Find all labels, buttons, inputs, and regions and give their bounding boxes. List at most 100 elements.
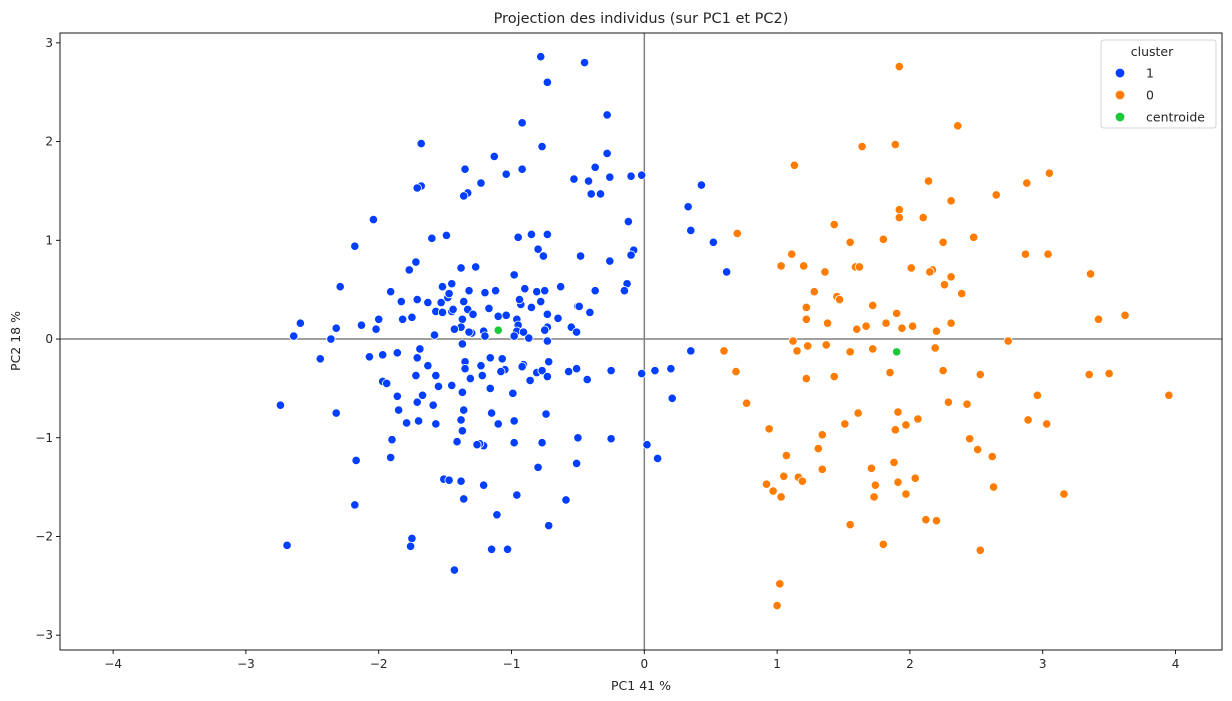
data-point	[776, 261, 786, 271]
data-point	[829, 371, 839, 382]
y-axis-label: PC2 18 %	[8, 311, 23, 371]
legend-title: cluster	[1131, 44, 1174, 59]
legend: cluster 1 0 centroide	[1100, 39, 1217, 129]
data-point	[517, 362, 527, 372]
data-point	[869, 492, 879, 502]
data-point	[719, 346, 729, 356]
data-point	[817, 430, 827, 440]
data-point	[931, 326, 942, 336]
data-point	[275, 400, 286, 410]
data-point	[605, 256, 615, 266]
data-point	[801, 314, 811, 324]
data-point	[392, 391, 402, 401]
data-point	[282, 540, 292, 550]
data-point	[569, 174, 579, 184]
data-point	[536, 296, 546, 307]
data-point	[447, 279, 457, 289]
data-point	[423, 297, 433, 308]
data-point	[574, 301, 584, 312]
data-point	[878, 539, 888, 549]
data-point	[447, 380, 457, 391]
data-point	[938, 237, 948, 247]
data-point	[459, 296, 469, 307]
data-point	[501, 310, 511, 320]
data-point	[988, 482, 999, 492]
data-point	[813, 444, 823, 454]
data-point	[315, 354, 325, 364]
data-point	[1043, 249, 1053, 259]
data-point	[822, 318, 833, 328]
y-tick-label: 2	[45, 135, 53, 149]
data-point	[652, 453, 663, 464]
data-point	[412, 294, 422, 305]
data-point	[602, 148, 612, 159]
data-point	[486, 544, 497, 554]
data-point	[449, 324, 460, 334]
data-point	[378, 350, 388, 360]
data-point	[931, 516, 942, 526]
data-point	[901, 420, 911, 430]
data-point	[683, 202, 693, 212]
data-point	[471, 262, 481, 272]
data-point	[626, 171, 636, 181]
data-point	[404, 265, 414, 275]
data-point	[817, 464, 827, 474]
data-point	[413, 416, 424, 426]
data-point	[606, 434, 616, 444]
data-point	[840, 419, 850, 429]
data-point	[731, 367, 741, 377]
data-point	[371, 324, 381, 334]
data-point	[460, 364, 470, 374]
data-point	[526, 302, 537, 313]
data-point	[889, 457, 899, 468]
data-point	[416, 138, 426, 149]
data-point	[975, 545, 985, 555]
data-point	[930, 343, 940, 353]
data-point	[1164, 390, 1174, 400]
data-point	[497, 354, 507, 364]
data-point	[465, 373, 475, 384]
data-point	[892, 347, 902, 357]
data-point	[537, 141, 547, 152]
data-point	[1022, 178, 1032, 188]
data-point	[431, 370, 441, 381]
data-point	[486, 408, 497, 418]
data-point	[477, 370, 487, 381]
data-point	[364, 352, 375, 362]
data-point	[496, 367, 506, 377]
data-point	[493, 419, 503, 429]
data-point	[501, 169, 511, 179]
data-point	[781, 450, 792, 461]
legend-label: centroide	[1146, 110, 1205, 125]
x-axis-ticks: −4 −3 −2 −1 0 1 2 3 4	[104, 650, 1179, 671]
data-point	[392, 348, 402, 358]
data-point	[382, 378, 392, 389]
legend-label: 1	[1146, 66, 1154, 81]
data-point	[1044, 168, 1054, 178]
data-point	[975, 369, 985, 380]
x-tick-label: 0	[640, 657, 648, 671]
data-point	[542, 336, 552, 346]
data-point	[405, 541, 416, 551]
data-point	[913, 414, 923, 424]
data-point	[686, 346, 696, 356]
data-point	[411, 370, 421, 381]
data-point	[411, 257, 421, 267]
data-point	[605, 172, 615, 182]
data-point	[459, 191, 469, 201]
data-point	[508, 388, 518, 398]
data-point	[485, 353, 495, 363]
data-point	[429, 330, 440, 340]
data-point	[650, 366, 660, 376]
data-point	[788, 336, 798, 346]
data-point	[571, 364, 582, 374]
y-tick-label: −2	[35, 529, 53, 543]
data-point	[602, 110, 612, 120]
data-point	[893, 407, 903, 417]
series-cluster-1	[275, 52, 732, 575]
data-point	[485, 383, 495, 393]
data-point	[537, 438, 547, 448]
legend-marker	[1114, 111, 1126, 123]
data-point	[459, 405, 469, 415]
data-point	[907, 321, 918, 331]
